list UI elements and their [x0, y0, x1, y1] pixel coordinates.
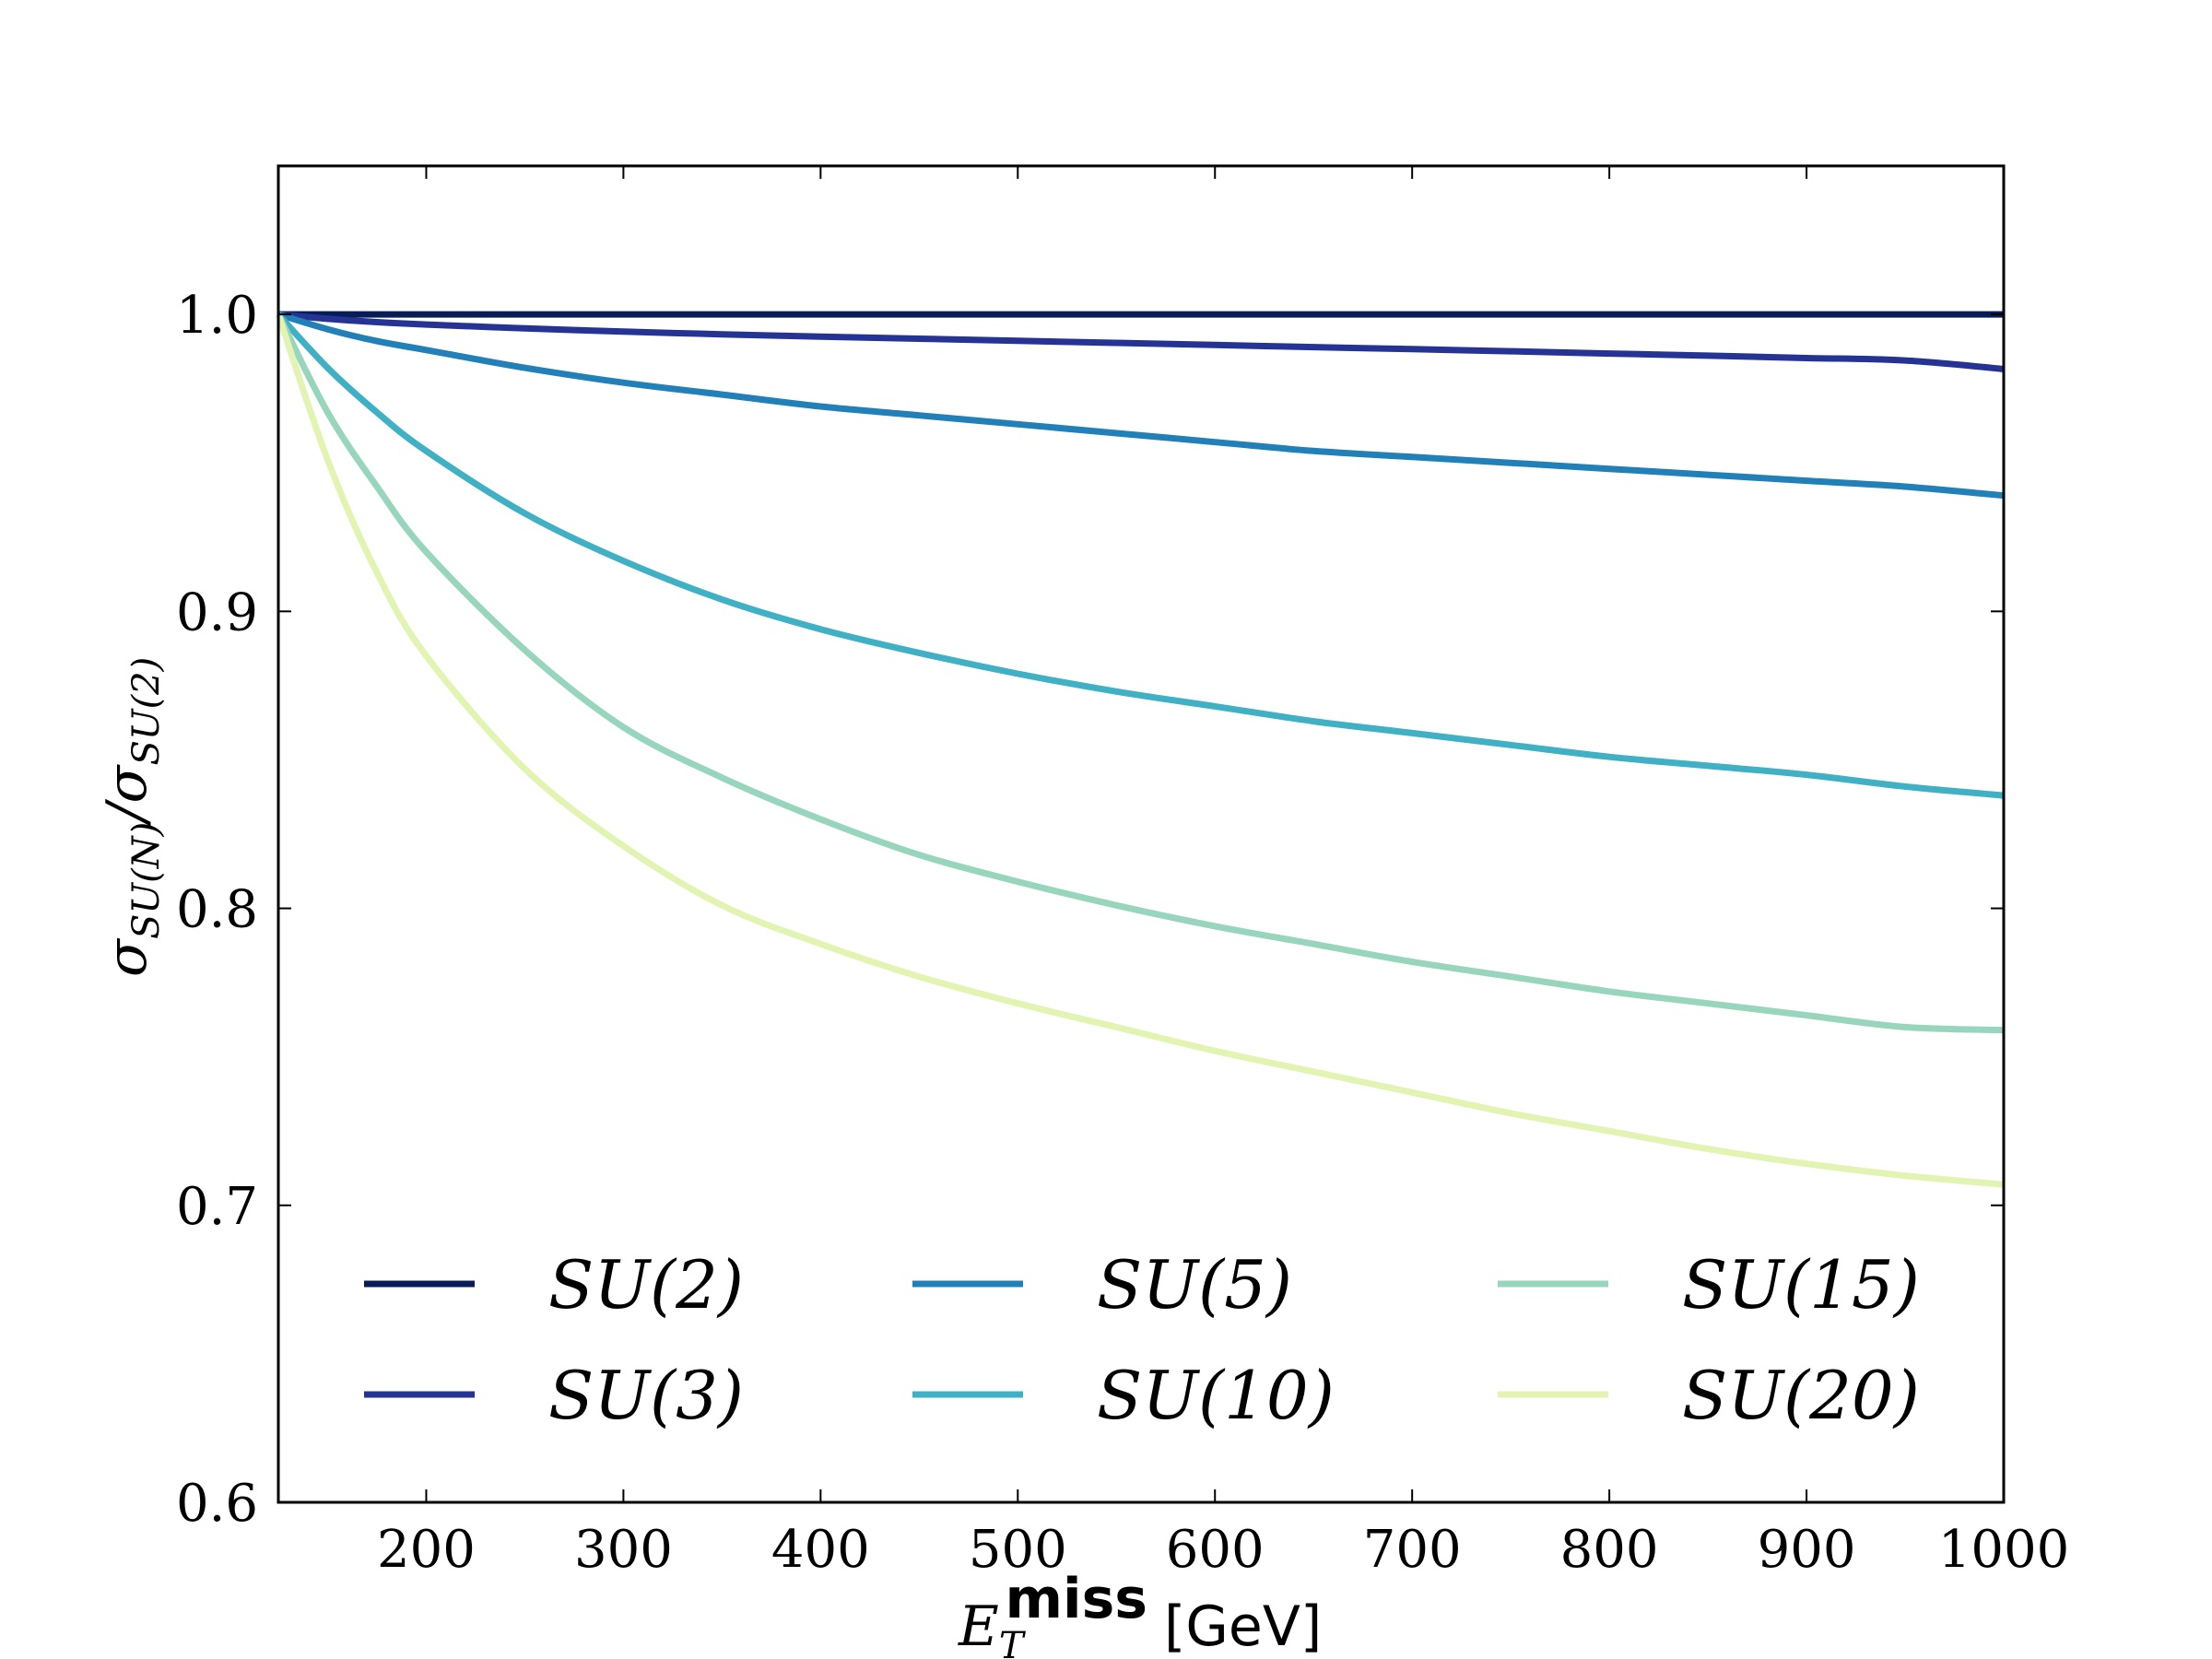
y-axis-label-sub2: SU(2) — [125, 657, 168, 766]
x-tick-label: 600 — [1166, 1520, 1265, 1580]
series-layer — [275, 311, 2005, 1188]
legend-label: SU(15) — [1682, 1246, 1920, 1324]
legend: SU(2) SU(3) SU(5) SU(10) SU(15) SU(20) — [364, 1246, 1920, 1434]
series-line-su15 — [275, 312, 2005, 1034]
series-line-su3 — [277, 311, 2005, 372]
y-tick-label: 0.6 — [176, 1474, 258, 1534]
ticks-layer: 200 300 400 500 600 700 800 900 1000 0.6 0.7 0.8 0.9… — [176, 166, 2069, 1580]
legend-label: SU(3) — [548, 1357, 744, 1434]
y-tick-label: 0.7 — [176, 1177, 258, 1237]
series-line-su10 — [276, 312, 2005, 799]
y-axis-label-sep: /σ — [95, 763, 159, 826]
legend-item-su2: SU(2) — [364, 1246, 744, 1324]
legend-item-su3: SU(3) — [364, 1357, 744, 1434]
legend-item-su20: SU(20) — [1498, 1357, 1920, 1434]
legend-item-su10: SU(10) — [912, 1357, 1335, 1434]
x-tick-label: 1000 — [1938, 1520, 2070, 1580]
x-tick-label: 800 — [1560, 1520, 1659, 1580]
x-axis-label-sup: miss — [1006, 1567, 1148, 1631]
series-line-su5 — [276, 311, 2005, 500]
x-axis-label: ETmiss [GeV] — [958, 1567, 1322, 1659]
x-tick-label: 500 — [969, 1520, 1067, 1580]
x-axis-label-main: E — [958, 1594, 999, 1659]
legend-label: SU(10) — [1097, 1357, 1335, 1434]
x-tick-label: 900 — [1758, 1520, 1856, 1580]
x-axis-label-sub: T — [999, 1625, 1027, 1659]
y-tick-label: 1.0 — [176, 286, 258, 346]
y-axis-label-sub1: SU(N) — [125, 822, 168, 939]
y-tick-label: 0.9 — [176, 582, 258, 642]
x-tick-label: 300 — [574, 1520, 673, 1580]
legend-item-su15: SU(15) — [1498, 1246, 1920, 1324]
x-tick-label: 200 — [377, 1520, 476, 1580]
y-axis-label-main: σ — [95, 937, 159, 977]
x-tick-label: 700 — [1363, 1520, 1462, 1580]
plot-frame — [276, 164, 2006, 1504]
y-axis-label: σSU(N)/σSU(2) — [95, 657, 168, 977]
series-line-su20 — [275, 312, 2005, 1188]
legend-label: SU(2) — [548, 1246, 744, 1324]
x-tick-label: 400 — [771, 1520, 870, 1580]
legend-label: SU(5) — [1097, 1246, 1292, 1324]
legend-item-su5: SU(5) — [912, 1246, 1292, 1324]
legend-label: SU(20) — [1682, 1357, 1920, 1434]
y-tick-label: 0.8 — [176, 880, 258, 940]
x-axis-label-unit: [GeV] — [1164, 1594, 1322, 1659]
